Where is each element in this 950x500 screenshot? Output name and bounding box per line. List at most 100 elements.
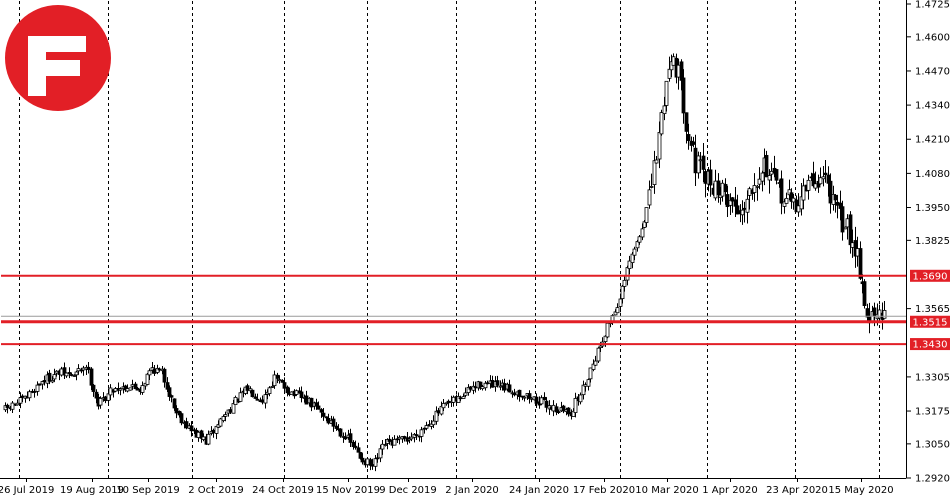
candle-bull xyxy=(583,384,588,387)
candle-bear xyxy=(517,389,522,397)
candle-bull xyxy=(603,335,608,342)
candle-bull xyxy=(125,388,130,392)
y-tick-label: 1.4340 xyxy=(915,101,950,112)
candle-bear xyxy=(370,464,375,467)
candle-bull xyxy=(380,443,385,450)
candle-bear xyxy=(91,384,96,392)
candle-bull xyxy=(713,180,718,199)
candle-bear xyxy=(358,452,363,459)
x-tick-label: 2 Jan 2020 xyxy=(445,485,499,496)
candle-bear xyxy=(872,307,877,317)
candle-bull xyxy=(806,179,811,191)
candle-bear xyxy=(282,382,287,389)
y-tick-label: 1.4725 xyxy=(915,0,950,11)
candle-bull xyxy=(664,80,669,106)
level-label-box xyxy=(910,269,950,282)
candle-bear xyxy=(353,445,358,448)
candle-bull xyxy=(644,207,649,223)
candle-bear xyxy=(716,180,721,196)
candle-bear xyxy=(184,421,189,429)
candle-bull xyxy=(233,397,238,405)
candle-bull xyxy=(50,380,55,383)
candle-bull xyxy=(662,105,667,114)
candle-bull xyxy=(882,309,887,319)
candle-bear xyxy=(169,395,174,398)
x-tick-label: 10 Sep 2019 xyxy=(116,485,179,496)
candle-bear xyxy=(275,374,280,379)
candle-bear xyxy=(708,169,713,186)
candle-bull xyxy=(667,68,672,79)
candle-bull xyxy=(451,396,456,403)
candle-bear xyxy=(69,374,74,376)
candle-bull xyxy=(397,436,402,440)
candle-bear xyxy=(135,387,140,391)
brand-logo-glyph xyxy=(28,36,86,96)
candle-bull xyxy=(784,197,789,204)
candle-bear xyxy=(544,400,549,408)
candle-bear xyxy=(774,169,779,181)
candle-bear xyxy=(32,391,37,393)
candle-bull xyxy=(613,311,618,316)
candle-bull xyxy=(263,394,268,404)
candle-bull xyxy=(782,201,787,207)
y-tick-label: 1.3825 xyxy=(915,236,950,247)
candle-bear xyxy=(436,410,441,414)
candle-bull xyxy=(539,397,544,405)
x-tick-label: 15 May 2020 xyxy=(828,485,893,496)
candle-bull xyxy=(223,414,228,417)
candle-bull xyxy=(201,436,206,440)
candle-bull xyxy=(647,189,652,206)
candle-bull xyxy=(365,458,370,466)
level-label: 1.3515 xyxy=(913,317,948,328)
x-tick-label: 24 Jan 2020 xyxy=(509,485,569,496)
candle-bull xyxy=(720,182,725,197)
candle-bear xyxy=(37,383,42,386)
candle-bear xyxy=(319,409,324,413)
candle-bull xyxy=(10,402,15,410)
candle-bull xyxy=(845,218,850,228)
candle-bull xyxy=(622,279,627,287)
candle-bear xyxy=(554,406,559,413)
candle-bear xyxy=(681,77,686,114)
candle-bear xyxy=(338,428,343,437)
candle-bear xyxy=(86,366,91,370)
candle-bull xyxy=(113,388,118,392)
candle-bear xyxy=(211,429,216,434)
candle-bear xyxy=(512,392,517,396)
candle-bear xyxy=(103,396,108,402)
candle-bull xyxy=(698,159,703,162)
candle-bear xyxy=(162,368,167,383)
candle-bear xyxy=(446,400,451,404)
level-label-box xyxy=(910,338,950,351)
candle-bull xyxy=(373,458,378,467)
candle-bear xyxy=(89,368,94,386)
candle-bull xyxy=(649,186,654,188)
candle-bear xyxy=(331,418,336,427)
y-tick-label: 1.2920 xyxy=(915,474,950,485)
candle-bull xyxy=(591,363,596,370)
x-tick-label: 26 Jul 2019 xyxy=(0,485,54,496)
candle-bull xyxy=(272,374,277,387)
candle-bull xyxy=(18,397,23,404)
candle-bull xyxy=(596,347,601,362)
candle-bull xyxy=(637,236,642,243)
candle-bear xyxy=(840,206,845,233)
y-tick-label: 1.4600 xyxy=(915,32,950,43)
candle-bull xyxy=(409,436,414,440)
candle-bull xyxy=(52,374,57,380)
candle-bear xyxy=(502,383,507,391)
candle-bear xyxy=(848,214,853,246)
x-tick-label: 17 Feb 2020 xyxy=(573,485,635,496)
candle-bull xyxy=(463,392,468,396)
candle-bull xyxy=(206,433,211,445)
y-tick-label: 1.4210 xyxy=(915,135,950,146)
candle-bull xyxy=(605,322,610,338)
candle-bear xyxy=(534,396,539,404)
candle-bull xyxy=(419,429,424,437)
candle-bear xyxy=(835,201,840,206)
candle-bear xyxy=(387,438,392,442)
candle-bull xyxy=(529,397,534,400)
candle-bull xyxy=(801,185,806,201)
candle-bull xyxy=(654,159,659,164)
brand-logo-cutout xyxy=(48,78,66,96)
